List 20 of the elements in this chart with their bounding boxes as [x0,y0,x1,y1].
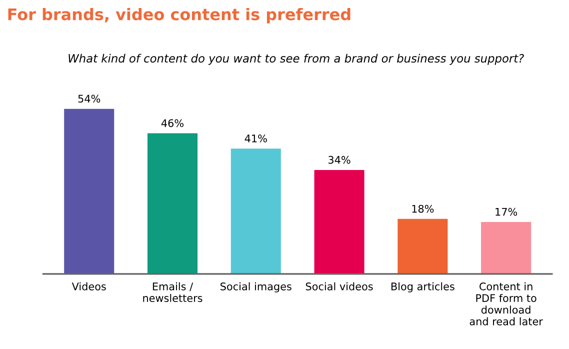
x-tick-label: Blog articles [391,282,454,292]
data-label: 17% [496,208,518,216]
x-tick-label: Emails / newsletters [143,282,202,302]
x-tick-label: Social images [220,282,292,292]
data-label: 34% [328,156,350,164]
data-label: 41% [244,134,267,142]
x-tick-label: Videos [72,282,106,290]
bar [147,133,198,274]
x-tick-label: Content in PDF form to download and read later [470,282,543,326]
bar [64,108,114,274]
data-label: 46% [161,119,184,128]
bar [314,170,364,274]
chart-title: For brands, video content is preferred [8,8,350,24]
bar [481,222,532,274]
chart-subtitle: What kind of content do you want to see from a brand or business you support? [68,54,524,65]
x-tick-label: Social videos [306,282,373,290]
bar [230,148,281,274]
data-label: 18% [412,204,434,213]
data-label: 54% [78,94,100,103]
bar [398,218,448,274]
